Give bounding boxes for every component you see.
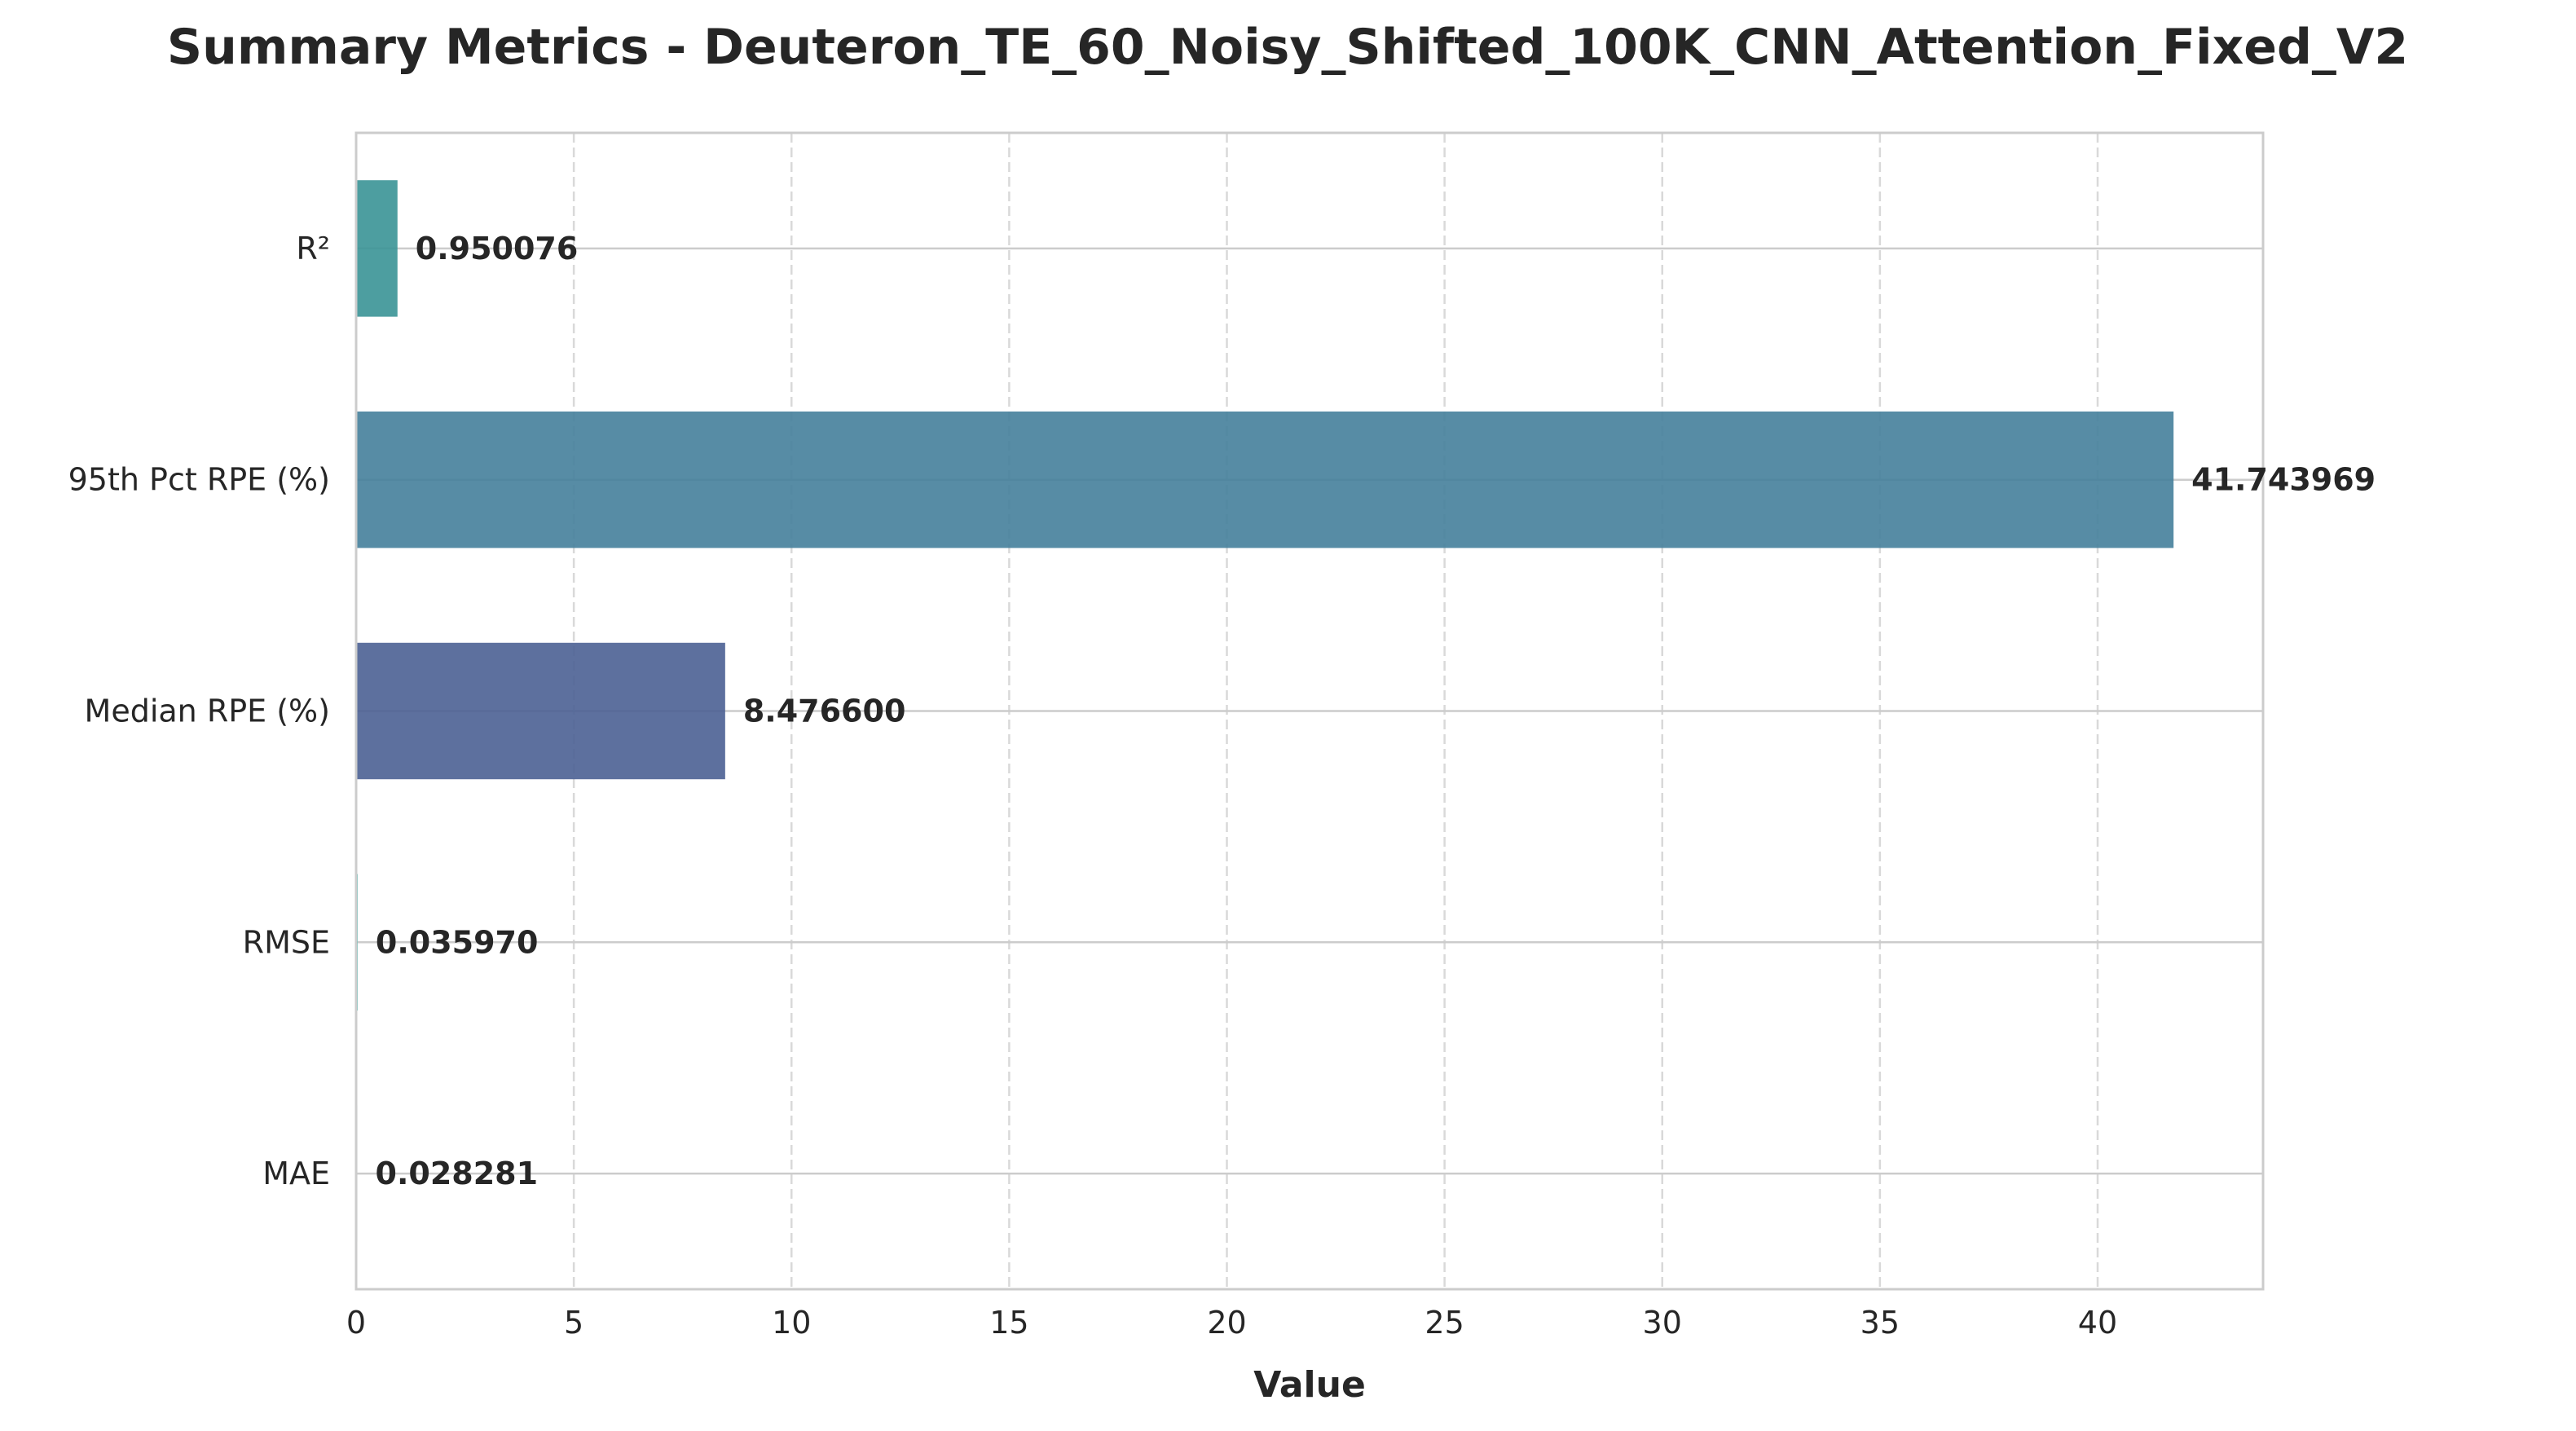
x-tick-label: 10 — [772, 1305, 811, 1341]
x-tick-label: 30 — [1643, 1305, 1682, 1341]
bars-layer — [356, 180, 2174, 1242]
bar-value-label: 8.476600 — [743, 693, 906, 729]
x-tick-label: 40 — [2078, 1305, 2117, 1341]
y-tick-label: Median RPE (%) — [85, 693, 330, 729]
x-tick-label: 20 — [1207, 1305, 1246, 1341]
chart-title: Summary Metrics - Deuteron_TE_60_Noisy_S… — [167, 19, 2408, 76]
x-tick-label: 25 — [1425, 1305, 1464, 1341]
x-tick-label: 0 — [346, 1305, 366, 1341]
y-tick-label: MAE — [262, 1156, 330, 1191]
grid-layer — [356, 133, 2263, 1289]
x-axis-label: Value — [1253, 1364, 1366, 1406]
labels-layer: R² 95th Pct RPE (%) Median RPE (%) RMSE MAE 0… — [68, 231, 2376, 1341]
y-tick-label: RMSE — [243, 924, 330, 960]
x-tick-label: 35 — [1860, 1305, 1900, 1341]
plot-frame — [354, 131, 2265, 1291]
bar — [356, 411, 2174, 548]
bar-value-label: 0.035970 — [376, 924, 539, 960]
y-tick-label: 95th Pct RPE (%) — [68, 462, 330, 498]
bar-value-label: 41.743969 — [2191, 462, 2376, 498]
x-tick-label: 5 — [564, 1305, 583, 1341]
x-tick-label: 15 — [989, 1305, 1028, 1341]
bar-value-label: 0.950076 — [416, 231, 579, 266]
y-tick-label: R² — [296, 231, 330, 266]
bar — [356, 642, 725, 780]
bar — [356, 180, 398, 317]
bar-value-label: 0.028281 — [376, 1156, 539, 1191]
